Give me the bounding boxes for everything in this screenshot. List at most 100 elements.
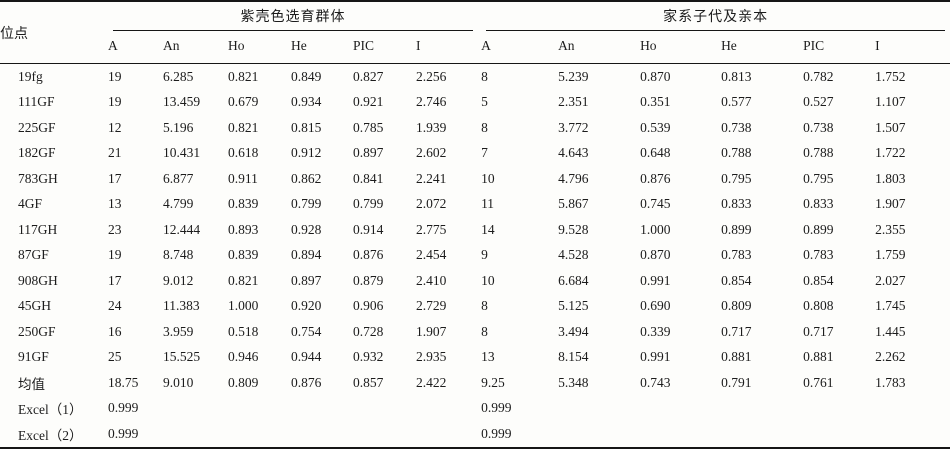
value-cell: 0.690 xyxy=(640,298,671,314)
value-cell: 0.788 xyxy=(803,145,834,161)
value-cell: 0.809 xyxy=(228,374,259,390)
locus-cell: Excel（2） xyxy=(18,427,83,443)
table-row: 117GH 23 12.444 0.893 0.928 0.914 2.775 14 9.528… xyxy=(0,217,950,243)
value-cell xyxy=(800,396,872,422)
value-cell: 0.795 xyxy=(721,170,752,186)
value-cell: 1.752 xyxy=(875,68,906,84)
table-row: 87GF 19 8.748 0.839 0.894 0.876 2.454 9 4.528 0.8… xyxy=(0,243,950,269)
value-cell: 0.876 xyxy=(353,247,384,263)
value-cell: 2.775 xyxy=(416,221,447,237)
value-cell xyxy=(637,421,718,448)
value-cell: 9.012 xyxy=(163,272,194,288)
value-cell: 24 xyxy=(108,298,122,314)
value-cell: 10 xyxy=(481,170,495,186)
value-cell: 0.991 xyxy=(640,349,671,365)
value-cell: 0.946 xyxy=(228,349,259,365)
value-cell: 0.821 xyxy=(228,272,259,288)
value-cell: 0.912 xyxy=(291,145,322,161)
value-cell: 0.827 xyxy=(353,68,384,84)
value-cell: 4.799 xyxy=(163,196,194,212)
value-cell: 1.445 xyxy=(875,323,906,339)
value-cell: 11 xyxy=(481,196,495,212)
value-cell: 12 xyxy=(108,119,122,135)
value-cell: 0.339 xyxy=(640,323,671,339)
value-cell: 10 xyxy=(481,272,495,288)
table-row: 45GH 24 11.383 1.000 0.920 0.906 2.729 8 5.125 0.… xyxy=(0,294,950,320)
value-cell: 0.839 xyxy=(228,247,259,263)
locus-cell: 19fg xyxy=(18,68,43,84)
value-cell: 0.881 xyxy=(803,349,834,365)
table-row: 250GF 16 3.959 0.518 0.754 0.728 1.907 8 3.494 0.… xyxy=(0,319,950,345)
value-cell xyxy=(872,421,950,448)
value-cell: 0.745 xyxy=(640,196,671,212)
value-cell: 0.783 xyxy=(803,247,834,263)
table-row: Excel（2） 0.999 0.999 xyxy=(0,421,950,448)
value-cell: 0.648 xyxy=(640,145,671,161)
value-cell: 4.643 xyxy=(558,145,589,161)
value-cell: 5.239 xyxy=(558,68,589,84)
value-cell: 5.867 xyxy=(558,196,589,212)
value-cell: 0.921 xyxy=(353,94,384,110)
value-cell: 0.743 xyxy=(640,374,671,390)
value-cell: 17 xyxy=(108,170,122,186)
value-cell: 0.920 xyxy=(291,298,322,314)
value-cell: 2.935 xyxy=(416,349,447,365)
col-header-g1-A: A xyxy=(105,31,160,64)
table-row: 19fg 19 6.285 0.821 0.849 0.827 2.256 8 5.239 0.8… xyxy=(0,64,950,90)
value-cell: 2.410 xyxy=(416,272,447,288)
table-row: 783GH 17 6.877 0.911 0.862 0.841 2.241 10 4.796 0… xyxy=(0,166,950,192)
value-cell: 0.894 xyxy=(291,247,322,263)
value-cell: 0.899 xyxy=(721,221,752,237)
value-cell: 5.196 xyxy=(163,119,194,135)
value-cell: 0.799 xyxy=(353,196,384,212)
value-cell: 1.907 xyxy=(875,196,906,212)
value-cell: 11.383 xyxy=(163,298,200,314)
value-cell: 13 xyxy=(481,349,495,365)
locus-cell: 117GH xyxy=(18,221,58,237)
value-cell: 5.125 xyxy=(558,298,589,314)
value-cell: 9.010 xyxy=(163,374,194,390)
group-header-purple-shell: 紫壳色选育群体 xyxy=(105,1,478,31)
value-cell xyxy=(718,421,800,448)
value-cell: 0.857 xyxy=(353,374,384,390)
value-cell: 0.791 xyxy=(721,374,752,390)
table-row: 4GF 13 4.799 0.839 0.799 0.799 2.072 11 5.867 0.7… xyxy=(0,192,950,218)
value-cell: 0.870 xyxy=(640,247,671,263)
value-cell xyxy=(160,421,225,448)
value-cell: 1.803 xyxy=(875,170,906,186)
value-cell: 0.821 xyxy=(228,119,259,135)
value-cell: 0.738 xyxy=(721,119,752,135)
value-cell: 2.256 xyxy=(416,68,447,84)
value-cell: 0.911 xyxy=(228,170,258,186)
value-cell: 5.348 xyxy=(558,374,589,390)
value-cell: 2.355 xyxy=(875,221,906,237)
value-cell: 25 xyxy=(108,349,122,365)
value-cell: 0.991 xyxy=(640,272,671,288)
table-row: 91GF 25 15.525 0.946 0.944 0.932 2.935 13 8.154 0… xyxy=(0,345,950,371)
value-cell: 1.939 xyxy=(416,119,447,135)
locus-cell: 182GF xyxy=(18,145,56,161)
value-cell: 6.285 xyxy=(163,68,194,84)
value-cell: 8 xyxy=(481,119,488,135)
value-cell: 0.870 xyxy=(640,68,671,84)
value-cell: 3.959 xyxy=(163,323,194,339)
value-cell xyxy=(288,421,350,448)
value-cell: 4.528 xyxy=(558,247,589,263)
value-cell: 0.899 xyxy=(803,221,834,237)
col-header-g2-An: An xyxy=(555,31,638,64)
group-label: 家系子代及亲本 xyxy=(486,2,946,31)
value-cell: 0.527 xyxy=(803,94,834,110)
value-cell: 14 xyxy=(481,221,495,237)
locus-cell: 250GF xyxy=(18,323,56,339)
value-cell: 23 xyxy=(108,221,122,237)
value-cell: 0.879 xyxy=(353,272,384,288)
col-header-g2-He: He xyxy=(718,31,801,64)
value-cell: 6.684 xyxy=(558,272,589,288)
value-cell: 0.914 xyxy=(353,221,384,237)
value-cell: 0.854 xyxy=(803,272,834,288)
value-cell: 2.262 xyxy=(875,349,906,365)
group-header-family-offspring: 家系子代及亲本 xyxy=(478,1,950,31)
table-body: 19fg 19 6.285 0.821 0.849 0.827 2.256 8 5.239 0.8… xyxy=(0,64,950,448)
value-cell: 10.431 xyxy=(163,145,201,161)
